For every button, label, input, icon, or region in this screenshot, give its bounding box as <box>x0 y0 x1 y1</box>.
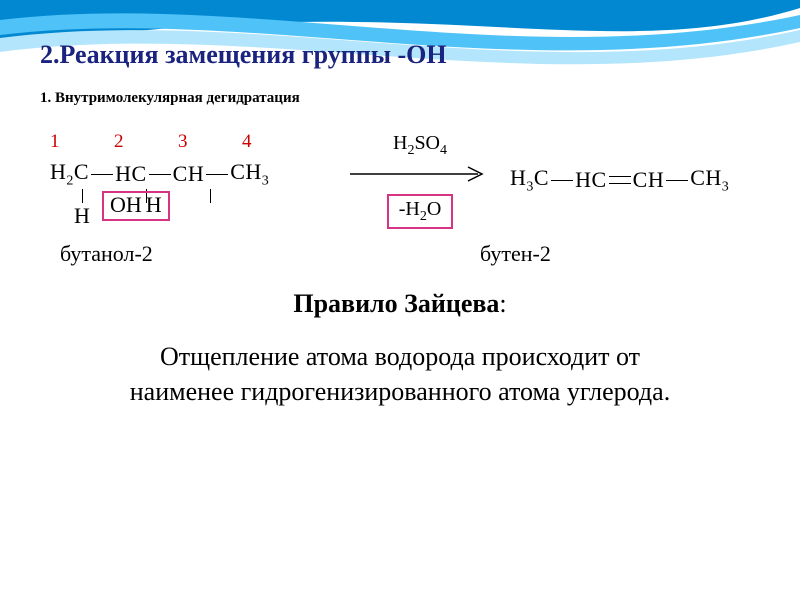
compound-names: бутанол-2 бутен-2 <box>60 241 760 267</box>
double-bond-icon <box>609 176 631 184</box>
r-c2: HC <box>115 161 147 187</box>
product-chain: H3C HC CH CH3 <box>510 165 750 195</box>
p-c1-sub: 3 <box>526 179 534 194</box>
slide-title: 2.Реакция замещения группы -ОН <box>40 40 760 70</box>
catalyst-label: H2SO4 <box>350 132 490 159</box>
reaction-scheme: 1 2 3 4 H2C HC CH CH3 H <box>50 131 760 229</box>
arrow-icon <box>350 163 490 185</box>
cat-sub2: 4 <box>440 143 447 158</box>
carbon-num-3: 3 <box>178 131 242 153</box>
bond-icon <box>666 180 688 181</box>
leave-o: O <box>427 198 441 220</box>
p-c1-h: H <box>510 165 526 190</box>
r-c4-sub: 3 <box>262 173 270 188</box>
sub-heading: 1. Внутримолекулярная дегидратация <box>40 90 760 107</box>
p-c3: CH <box>633 167 665 193</box>
carbon-num-1: 1 <box>50 131 114 153</box>
r-c1-h: H <box>50 159 66 184</box>
carbon-num-2: 2 <box>114 131 178 153</box>
rule-colon: : <box>499 289 506 318</box>
reactant-chain: H2C HC CH CH3 <box>50 159 330 189</box>
p-c1-c: C <box>534 165 549 190</box>
p-c4-sub: 3 <box>722 179 730 194</box>
reactant-name: бутанол-2 <box>60 241 480 267</box>
vbond-icon <box>82 189 83 203</box>
product-name: бутен-2 <box>480 241 740 267</box>
rule-title: Правило Зайцева: <box>40 289 760 319</box>
bond-icon <box>91 174 113 175</box>
r-sub-c2: OH <box>110 192 142 217</box>
r-c1-c: C <box>74 159 89 184</box>
r-sub-c3: H <box>146 192 162 217</box>
carbon-num-4: 4 <box>242 131 306 153</box>
bond-icon <box>149 174 171 175</box>
r-sub-c1: H <box>74 203 90 229</box>
rule-body: Отщепление атома водорода происходит от … <box>40 339 760 409</box>
reactant-substituents: H OH H <box>50 189 330 229</box>
r-c1-sub: 2 <box>66 173 74 188</box>
product-structure: H3C HC CH CH3 <box>510 165 750 195</box>
bond-icon <box>551 180 573 181</box>
reaction-arrow-block: H2SO4 -H2O <box>350 132 490 229</box>
leaving-oh-h-highlight: OH H <box>102 191 170 221</box>
leave-h: -H <box>399 198 420 220</box>
bond-icon <box>206 174 228 175</box>
rule-title-text: Правило Зайцева <box>293 289 499 318</box>
rule-line-2: наименее гидрогенизированного атома угле… <box>130 377 670 406</box>
r-c4: CH <box>230 159 262 184</box>
rule-line-1: Отщепление атома водорода происходит от <box>160 342 640 371</box>
r-c3: CH <box>173 161 205 187</box>
cat-h: H <box>393 132 407 154</box>
p-c4: CH <box>690 165 722 190</box>
vbond-icon <box>210 189 211 203</box>
carbon-numbering: 1 2 3 4 <box>50 131 330 153</box>
p-c2: HC <box>575 167 607 193</box>
cat-so: SO <box>414 132 440 154</box>
leaving-group-highlight: -H2O <box>387 194 454 229</box>
reactant-structure: 1 2 3 4 H2C HC CH CH3 H <box>50 131 330 229</box>
leave-sub: 2 <box>420 209 427 224</box>
